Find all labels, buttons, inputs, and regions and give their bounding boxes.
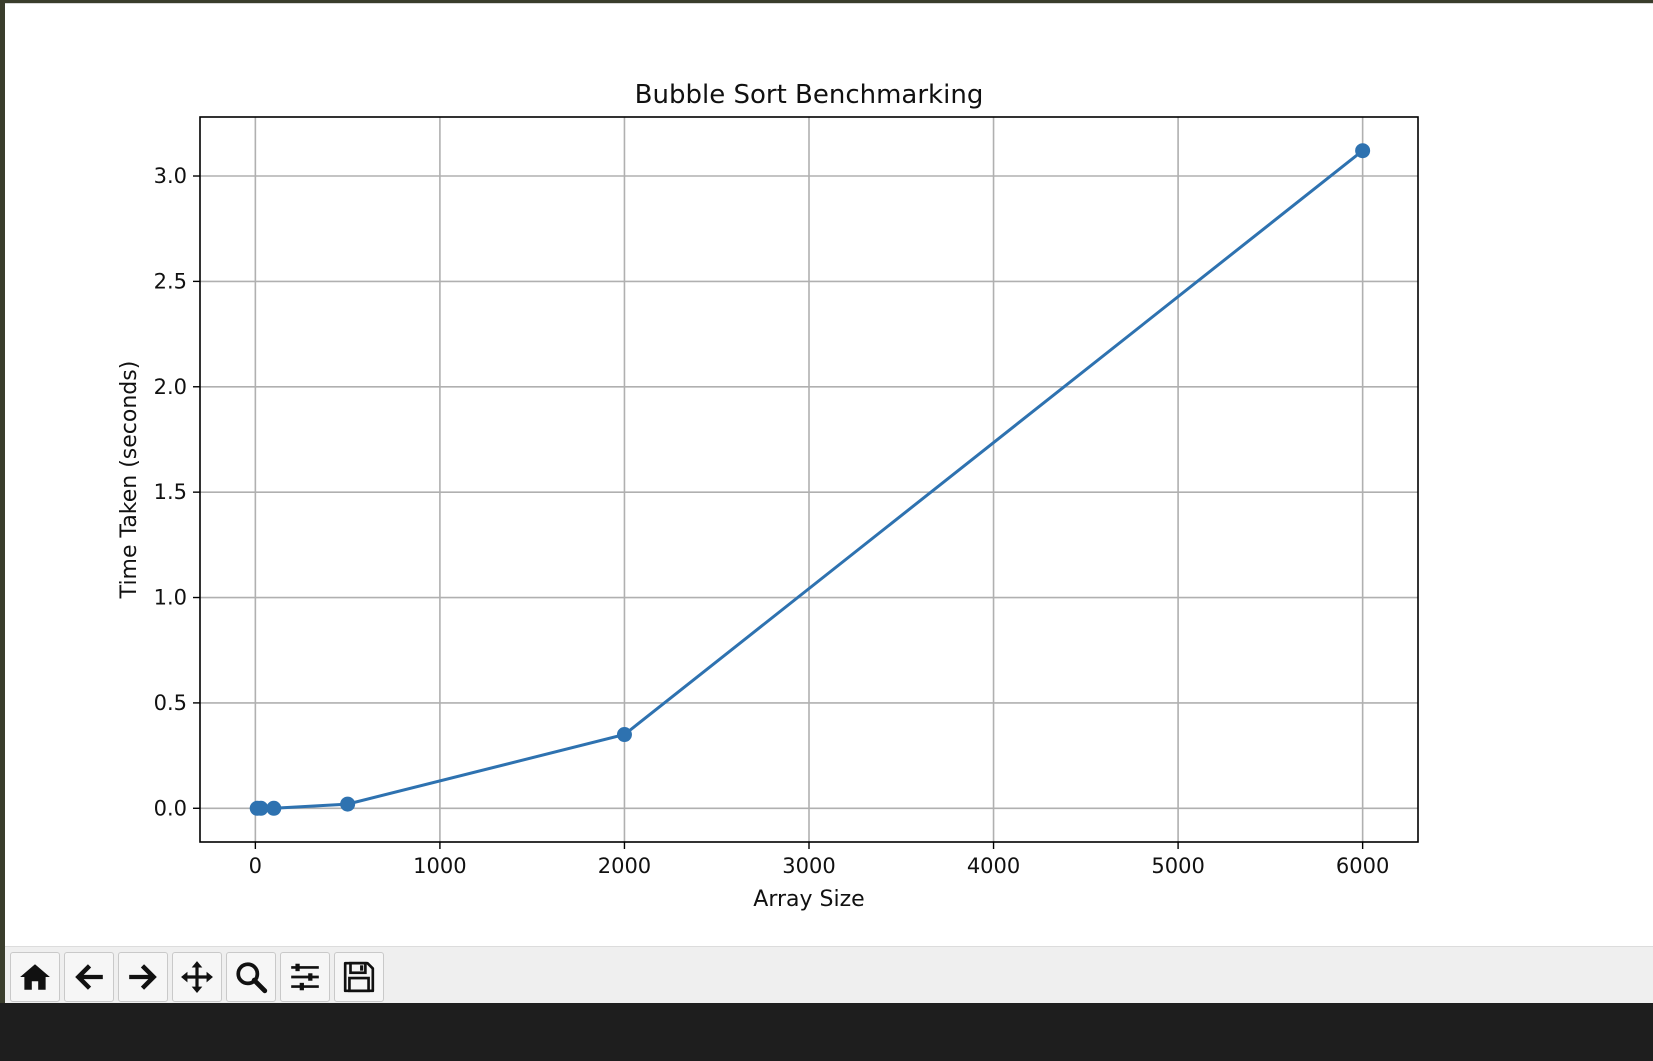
data-point [340, 796, 356, 812]
x-tick-label: 1000 [413, 854, 466, 878]
y-axis-title: Time Taken (seconds) [117, 361, 142, 600]
x-tick-label: 5000 [1151, 854, 1204, 878]
x-tick-label: 0 [249, 854, 262, 878]
home-icon [20, 964, 50, 990]
y-tick-label: 2.0 [154, 375, 187, 399]
save-icon [343, 961, 375, 993]
grid-lines [200, 117, 1418, 842]
data-point [616, 727, 632, 743]
pan-icon [181, 961, 213, 993]
x-tick-label: 6000 [1336, 854, 1389, 878]
save-button[interactable] [334, 952, 384, 1002]
plot-window: 0 1000 2000 3000 4000 5000 6000 0.0 0.5 1.0 1.5 2.0… [5, 3, 1653, 1005]
y-tick-label: 3.0 [154, 164, 187, 188]
series-line [257, 149, 1364, 810]
line-chart: 0 1000 2000 3000 4000 5000 6000 0.0 0.5 1.0 1.5 2.0… [117, 80, 1419, 912]
data-series [249, 143, 1371, 816]
forward-button[interactable] [118, 952, 168, 1002]
back-button[interactable] [64, 952, 114, 1002]
y-tick-label: 2.5 [154, 269, 187, 293]
axis-ticks: 0 1000 2000 3000 4000 5000 6000 0.0 0.5 1.0 1.5 2.0… [154, 164, 1390, 878]
navigation-toolbar [5, 946, 1653, 1005]
x-tick-label: 3000 [782, 854, 835, 878]
zoom-button[interactable] [226, 952, 276, 1002]
configure-subplots-button[interactable] [280, 952, 330, 1002]
data-point [266, 800, 282, 816]
home-button[interactable] [10, 952, 60, 1002]
configure-subplots-icon [291, 963, 319, 991]
x-axis-title: Array Size [753, 887, 864, 912]
figure-canvas[interactable]: 0 1000 2000 3000 4000 5000 6000 0.0 0.5 1.0 1.5 2.0… [5, 4, 1653, 946]
chart-title: Bubble Sort Benchmarking [635, 80, 984, 110]
x-tick-label: 2000 [598, 854, 651, 878]
data-point [1355, 143, 1371, 159]
y-tick-label: 1.5 [154, 480, 187, 504]
pan-button[interactable] [172, 952, 222, 1002]
back-arrow-icon [75, 964, 103, 990]
forward-arrow-icon [129, 964, 157, 990]
zoom-icon [236, 962, 268, 994]
y-tick-label: 0.5 [154, 691, 187, 715]
y-tick-label: 1.0 [154, 586, 187, 610]
x-tick-label: 4000 [967, 854, 1020, 878]
data-point [253, 800, 269, 816]
background-terminal [0, 1003, 1653, 1061]
y-tick-label: 0.0 [154, 796, 187, 820]
